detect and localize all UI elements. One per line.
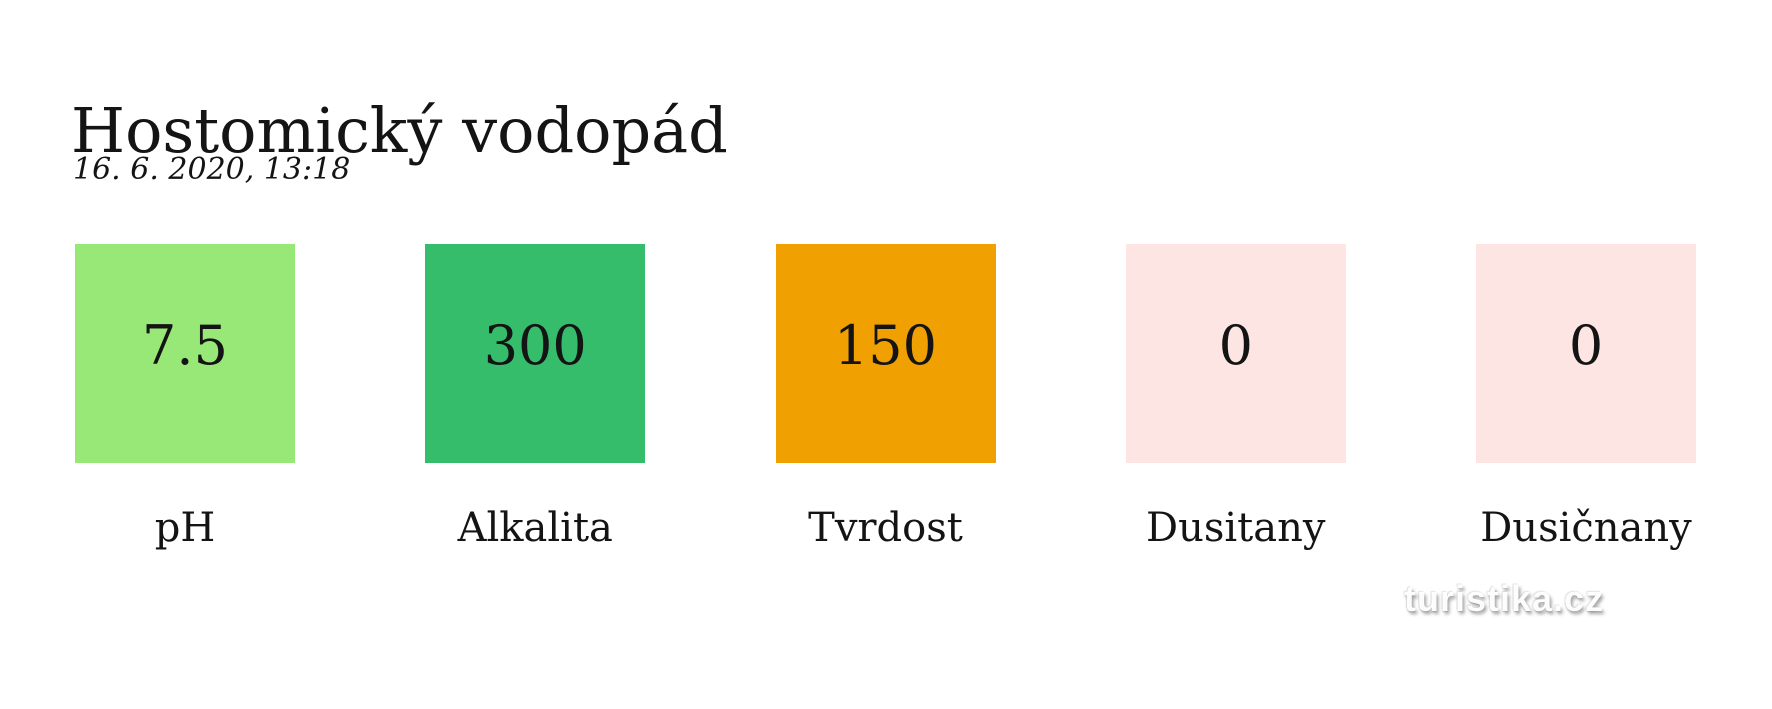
metric-label: Tvrdost: [808, 505, 963, 551]
metric-square-dusitany: 0: [1125, 244, 1346, 463]
metric-value: 0: [1218, 313, 1253, 377]
metric-square-alkalita: 300: [425, 244, 646, 463]
watermark-text: turistika.cz: [1404, 578, 1605, 619]
metric-card-dusicnany: 0 Dusičnany: [1476, 244, 1696, 551]
metric-square-tvrdost: 150: [775, 244, 996, 463]
metric-label: pH: [154, 505, 216, 551]
metric-label: Dusičnany: [1480, 505, 1692, 551]
metric-card-ph: 7.5 pH: [75, 244, 295, 551]
metric-card-alkalita: 300 Alkalita: [425, 244, 646, 551]
metric-square-dusicnany: 0: [1476, 244, 1696, 463]
watermark-logo: turistika.cz: [1404, 578, 1604, 620]
metric-value: 150: [833, 313, 938, 377]
metric-value: 0: [1568, 313, 1604, 377]
metric-card-dusitany: 0 Dusitany: [1125, 244, 1346, 551]
metric-value: 7.5: [142, 313, 228, 377]
metric-square-ph: 7.5: [75, 244, 295, 463]
metric-tiles-row: 7.5 pH 300 Alkalita 150 Tvrdost 0 Dusita…: [75, 244, 1696, 551]
metric-label: Alkalita: [457, 505, 613, 551]
measurement-timestamp: 16. 6. 2020, 13:18: [73, 152, 351, 187]
metric-label: Dusitany: [1146, 505, 1326, 551]
page-title: Hostomický vodopád: [71, 93, 728, 167]
metric-value: 300: [483, 313, 587, 377]
metric-card-tvrdost: 150 Tvrdost: [775, 244, 996, 551]
